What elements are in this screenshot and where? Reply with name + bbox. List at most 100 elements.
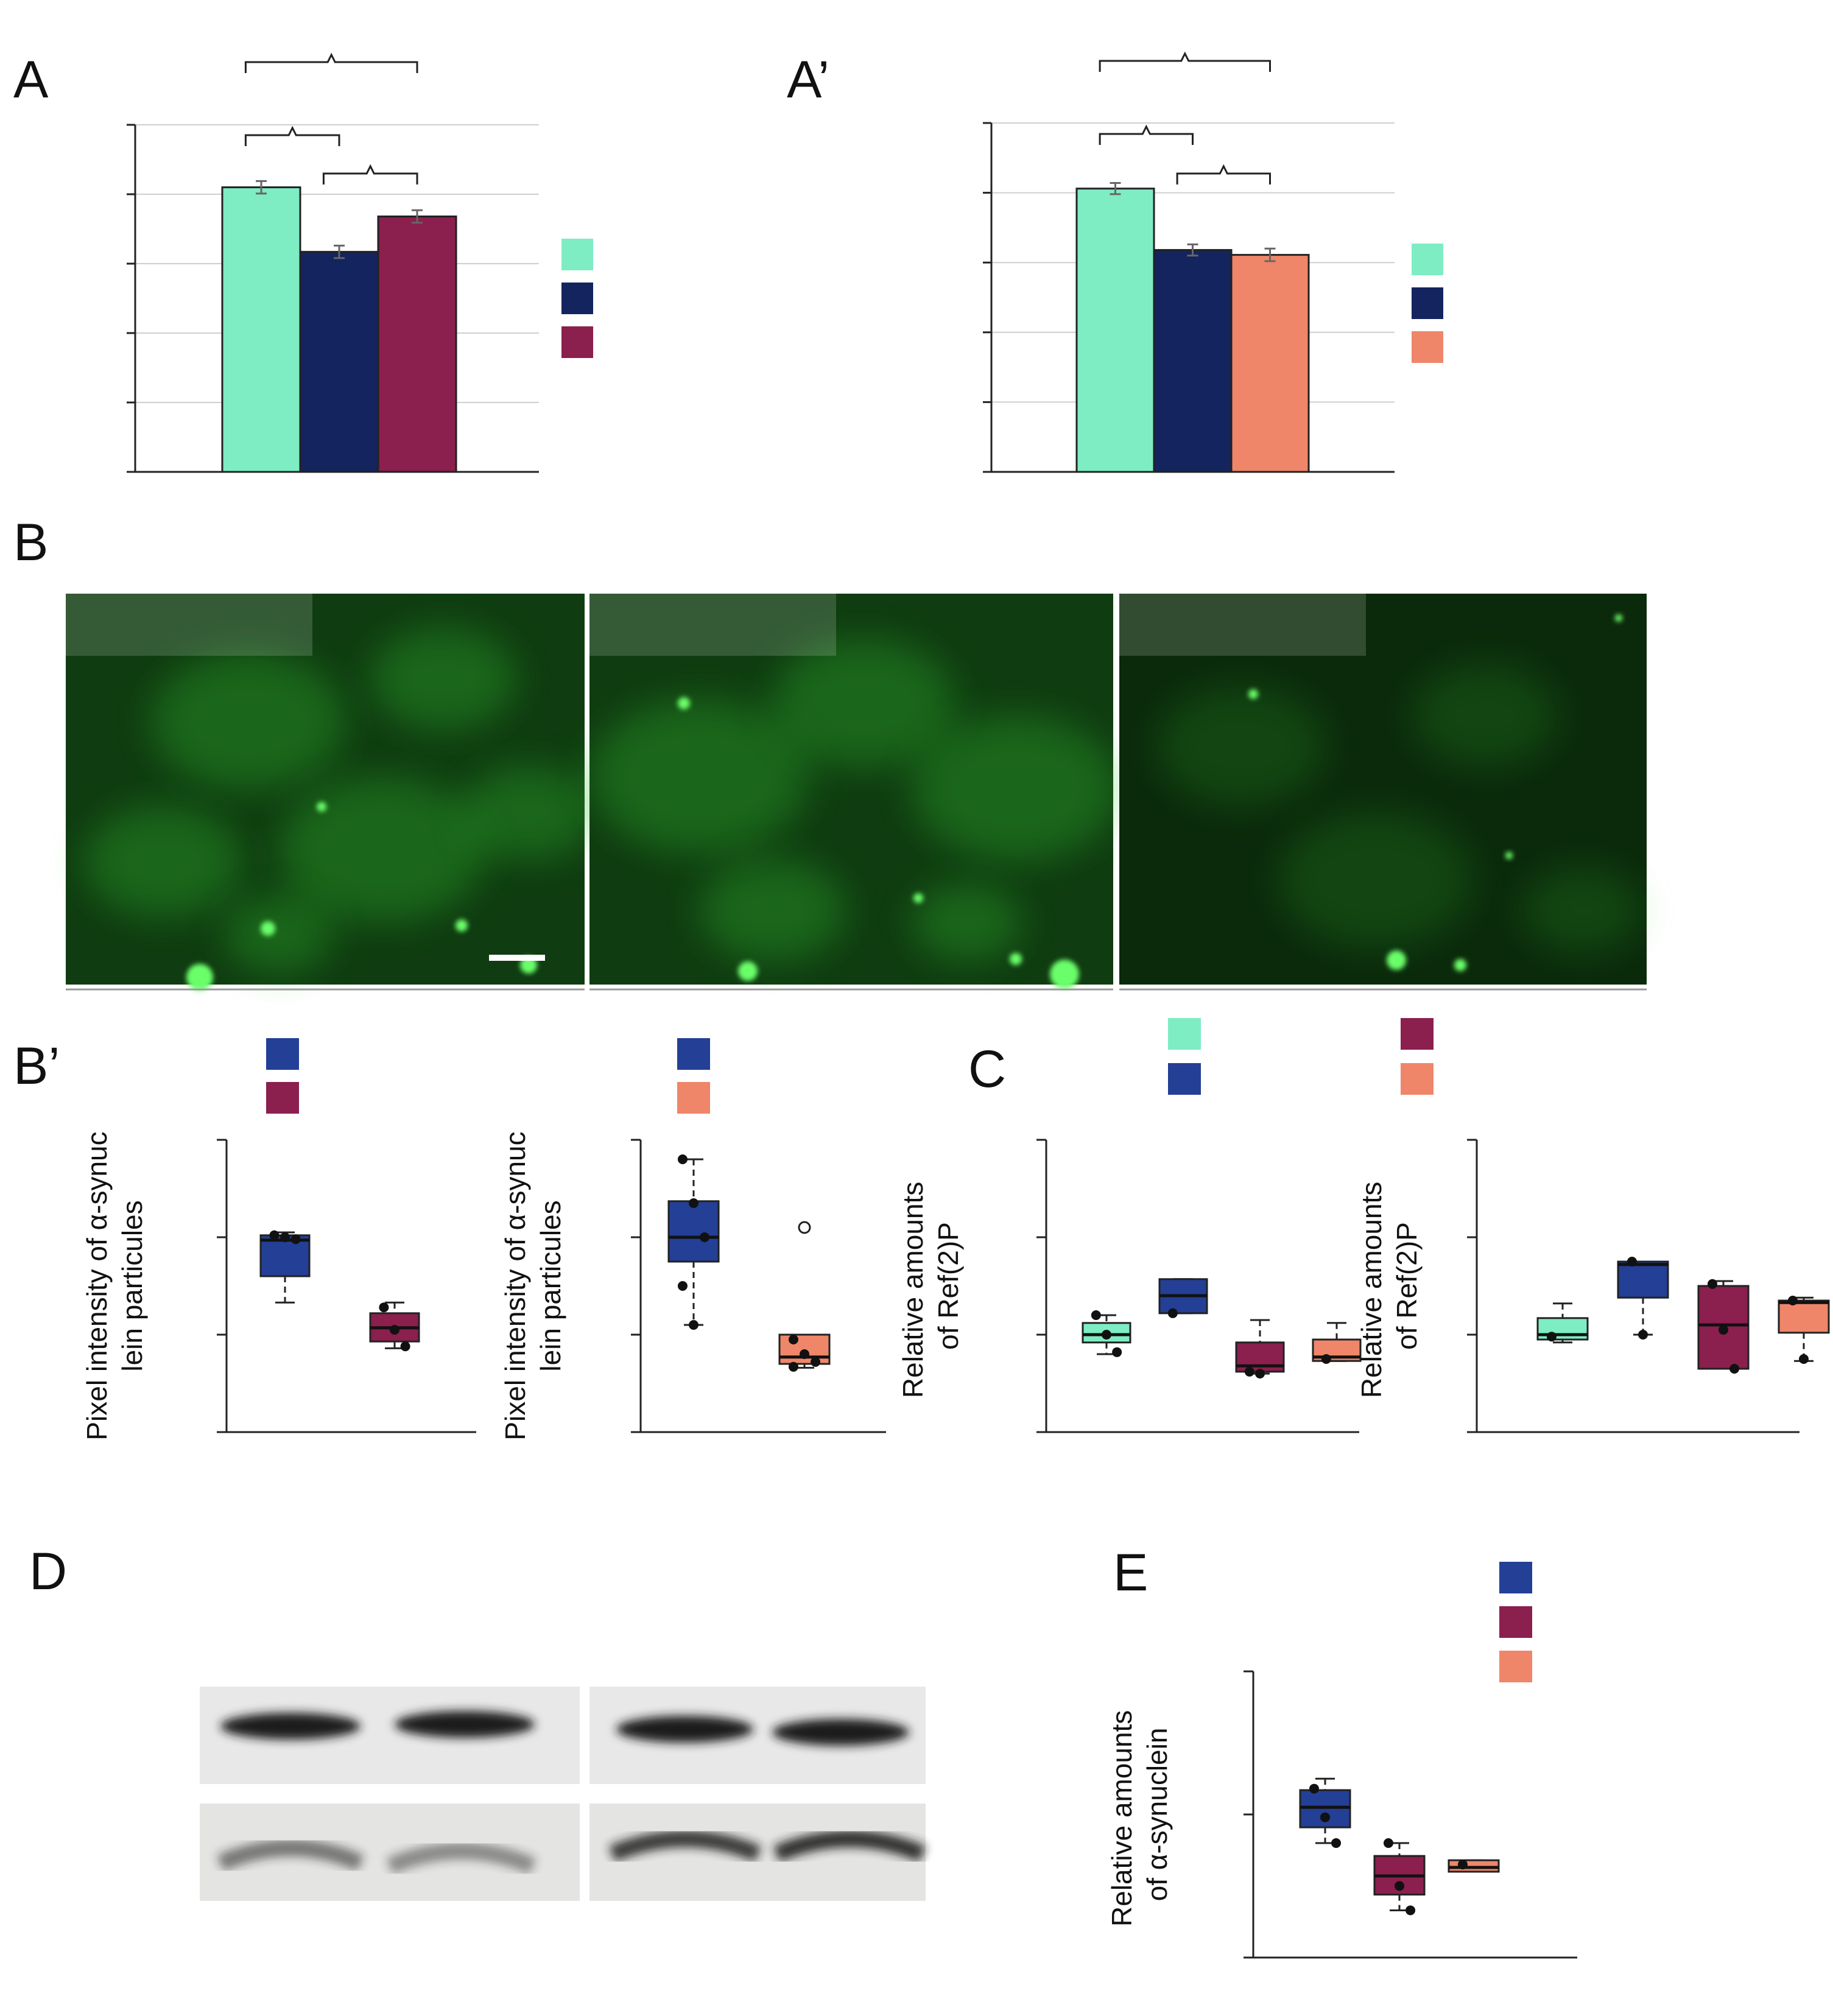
data-point xyxy=(1320,1812,1330,1822)
data-point xyxy=(390,1325,399,1335)
legend-swatch xyxy=(1499,1606,1532,1638)
fluorescent-particle xyxy=(1454,959,1466,971)
data-point xyxy=(1091,1310,1101,1320)
fluorescent-particle xyxy=(1248,689,1258,699)
data-point xyxy=(1719,1325,1728,1335)
ref2p-legend xyxy=(1168,1018,1434,1095)
label-overlay xyxy=(66,594,312,656)
fluorescent-particle xyxy=(738,961,758,981)
fluorescent-region xyxy=(912,716,1119,861)
fluorescent-region xyxy=(279,777,486,922)
data-point xyxy=(1787,1296,1798,1305)
data-point xyxy=(1331,1838,1342,1848)
synuclein-amount-chart: Relative amounts of α-synuclein xyxy=(1106,1562,1577,1959)
data-point xyxy=(811,1357,821,1367)
y-axis-title-line: of Ref(2)P xyxy=(1391,1222,1423,1350)
box xyxy=(667,1200,720,1263)
fluorescent-region xyxy=(224,896,334,973)
significance-bracket xyxy=(322,164,418,184)
data-point xyxy=(1729,1364,1740,1374)
y-axis-title: Relative amounts of α-synuclein xyxy=(1106,1702,1173,1926)
data-point xyxy=(269,1230,280,1240)
data-point xyxy=(1383,1838,1393,1848)
fluorescent-particle xyxy=(1505,852,1513,859)
legend-swatch xyxy=(266,1082,299,1114)
bar xyxy=(1230,254,1310,473)
legend-swatch xyxy=(266,1038,299,1070)
data-point xyxy=(1627,1257,1637,1266)
y-axis-title-line: lein particules xyxy=(116,1200,148,1371)
box xyxy=(1778,1299,1830,1334)
legend-swatch xyxy=(1401,1063,1434,1095)
tubulin-band xyxy=(220,1713,361,1740)
legend-swatch xyxy=(561,283,593,314)
box xyxy=(1536,1317,1589,1341)
ref2p-chart-day7: Relative amounts of Ref(2)P xyxy=(897,1139,1362,1433)
panel-letter-E: E xyxy=(1113,1544,1148,1602)
fluorescent-particle xyxy=(456,919,468,932)
y-axis-title: Pixel intensity of α-synuc lein particule… xyxy=(499,1131,566,1440)
fluorescent-particle xyxy=(1010,953,1022,965)
panel-letter-D: D xyxy=(29,1542,67,1601)
legend-swatch xyxy=(1168,1018,1201,1050)
data-point xyxy=(280,1232,290,1242)
fluorescent-particle xyxy=(913,893,923,903)
fluorescent-region xyxy=(151,653,346,790)
data-point xyxy=(1112,1347,1122,1357)
bar xyxy=(221,186,301,473)
survival-chart-A-prime xyxy=(983,51,1443,473)
legend-swatch xyxy=(1168,1063,1201,1095)
y-axis-title: Relative amounts of Ref(2)P xyxy=(1356,1174,1423,1398)
legend-swatch xyxy=(677,1082,710,1114)
fluorescent-particle xyxy=(261,921,275,936)
y-axis-title-line: lein particules xyxy=(535,1200,566,1371)
fluorescent-region xyxy=(772,639,955,767)
bar xyxy=(377,215,457,473)
synuclein-band xyxy=(217,1839,364,1871)
blot-gap xyxy=(580,1681,589,1909)
legend-swatch xyxy=(677,1038,710,1070)
y-axis-title: Pixel intensity of α-synuc lein particule… xyxy=(81,1131,148,1440)
pixel-intensity-chart-arl8: Pixel intensity of α-synuc lein particule… xyxy=(499,1038,886,1441)
data-point xyxy=(1244,1366,1254,1377)
data-point xyxy=(1457,1860,1468,1870)
data-point xyxy=(379,1302,389,1313)
pixel-intensity-chart-rab2: Pixel intensity of α-synuc lein particule… xyxy=(81,1038,476,1441)
box xyxy=(1617,1260,1669,1299)
fluorescent-region xyxy=(1521,868,1643,953)
data-point xyxy=(1395,1881,1404,1891)
panel-letter-A: A xyxy=(13,51,49,109)
micrograph-row xyxy=(66,594,1647,991)
data-point xyxy=(677,1154,688,1164)
legend-swatch xyxy=(561,326,593,358)
y-axis-title-line: Pixel intensity of α-synuc xyxy=(499,1131,531,1440)
micrograph-2 xyxy=(589,594,1119,991)
synuclein-band xyxy=(386,1842,537,1874)
data-point xyxy=(788,1361,798,1372)
survival-chart-A xyxy=(127,52,593,473)
legend-swatch xyxy=(1412,244,1443,275)
fluorescent-region xyxy=(699,859,845,961)
label-overlay xyxy=(589,594,836,656)
tubulin-band xyxy=(772,1719,909,1746)
significance-bracket xyxy=(1099,124,1194,145)
bar xyxy=(1075,188,1155,473)
fluorescent-region xyxy=(1412,664,1558,767)
fluorescent-region xyxy=(370,628,516,730)
synuclein-band xyxy=(608,1830,762,1862)
data-point xyxy=(689,1198,698,1208)
y-axis-title-line: of α-synuclein xyxy=(1141,1728,1173,1902)
fluorescent-region xyxy=(912,884,1022,961)
fluorescent-region xyxy=(1156,686,1326,806)
legend-swatch xyxy=(561,239,593,270)
data-point xyxy=(1546,1332,1557,1342)
y-axis-title-line: Relative amounts xyxy=(897,1174,929,1398)
fluorescent-particle xyxy=(1387,950,1406,970)
legend-swatch xyxy=(1499,1562,1532,1593)
label-overlay xyxy=(1119,594,1366,656)
ref2p-chart-day28: Relative amounts of Ref(2)P xyxy=(1356,1139,1830,1433)
outlier-point xyxy=(798,1221,811,1234)
data-point xyxy=(788,1335,798,1344)
panel-letter-C: C xyxy=(968,1040,1006,1098)
